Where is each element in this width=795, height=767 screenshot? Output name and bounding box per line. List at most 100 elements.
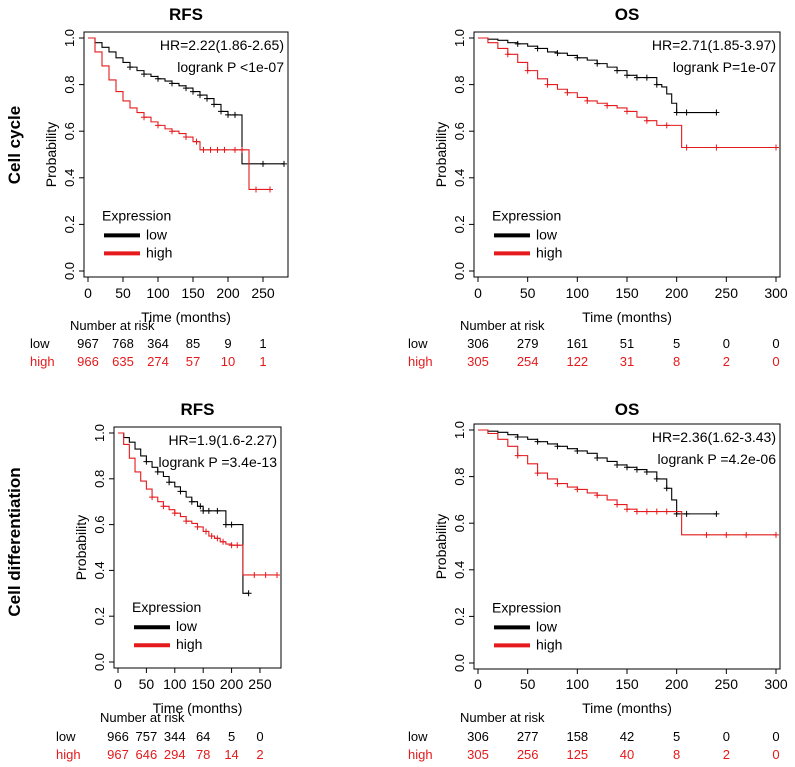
x-tick-label: 50 bbox=[139, 676, 155, 692]
x-tick-label: 150 bbox=[181, 285, 205, 301]
y-tick-label: 0.4 bbox=[452, 561, 467, 579]
y-tick-label: 0.8 bbox=[452, 76, 467, 94]
censor-mark-high bbox=[234, 542, 241, 549]
row-label-cell-cycle: Cell cycle bbox=[5, 106, 24, 184]
x-axis-label: Time (months) bbox=[141, 309, 231, 325]
risk-value-low: 768 bbox=[112, 336, 134, 351]
y-tick-label: 1.0 bbox=[92, 424, 107, 442]
series-line-low bbox=[88, 37, 284, 165]
censor-mark-high bbox=[155, 122, 161, 129]
censor-mark-low bbox=[614, 67, 621, 74]
hr-annotation: HR=2.22(1.86-2.65) bbox=[160, 37, 284, 53]
censor-mark-low bbox=[683, 109, 690, 116]
y-tick-label: 0.4 bbox=[62, 169, 77, 187]
censor-mark-low bbox=[633, 466, 640, 473]
risk-value-high: 78 bbox=[196, 747, 210, 762]
censor-mark-low bbox=[260, 160, 266, 167]
censor-mark-low bbox=[653, 475, 660, 482]
x-tick-label: 250 bbox=[715, 676, 739, 692]
risk-value-high: 2 bbox=[723, 747, 730, 762]
risk-row-label-low: low bbox=[408, 729, 428, 744]
censor-mark-low bbox=[653, 81, 660, 88]
censor-mark-high bbox=[624, 108, 630, 115]
censor-mark-high bbox=[653, 508, 660, 515]
risk-value-high: 0 bbox=[772, 354, 779, 369]
chart-title: RFS bbox=[169, 5, 203, 24]
risk-value-low: 966 bbox=[107, 729, 129, 744]
y-tick-label: 0.0 bbox=[452, 654, 467, 672]
y-tick-label: 1.0 bbox=[452, 29, 467, 47]
risk-value-low: 5 bbox=[673, 336, 680, 351]
censor-mark-low bbox=[643, 468, 650, 475]
risk-value-low: 0 bbox=[723, 729, 730, 744]
series-line-low bbox=[118, 432, 249, 594]
censor-mark-low bbox=[594, 454, 601, 461]
censor-mark-low bbox=[663, 485, 670, 492]
risk-table-header: Number at risk bbox=[460, 318, 545, 333]
risk-row-label-high: high bbox=[408, 354, 433, 369]
legend-label-low: low bbox=[536, 226, 558, 242]
legend-label-low: low bbox=[536, 618, 558, 634]
censor-mark-low bbox=[169, 80, 175, 87]
legend-label-high: high bbox=[536, 636, 562, 652]
y-tick-label: 0.2 bbox=[62, 215, 77, 233]
censor-mark-low bbox=[673, 109, 680, 116]
censor-mark-high bbox=[773, 144, 779, 151]
censor-mark-low bbox=[713, 510, 720, 517]
y-tick-label: 0.0 bbox=[62, 262, 77, 280]
chart-title: RFS bbox=[181, 400, 215, 419]
censor-mark-low bbox=[534, 45, 541, 52]
censor-mark-low bbox=[183, 85, 189, 92]
legend-label-high: high bbox=[146, 244, 172, 260]
censor-mark-high bbox=[253, 186, 259, 193]
hr-annotation: HR=2.36(1.62-3.43) bbox=[652, 429, 776, 445]
x-tick-label: 0 bbox=[114, 676, 122, 692]
censor-mark-low bbox=[245, 590, 252, 597]
censor-mark-high bbox=[149, 494, 156, 501]
censor-mark-low bbox=[624, 72, 630, 79]
logrank-annotation: logrank P =3.4e-13 bbox=[159, 454, 278, 470]
x-tick-label: 250 bbox=[248, 676, 272, 692]
risk-table-header: Number at risk bbox=[70, 318, 155, 333]
y-tick-label: 0.4 bbox=[92, 561, 107, 579]
x-tick-label: 150 bbox=[615, 676, 639, 692]
censor-mark-high bbox=[504, 51, 511, 58]
censor-mark-high bbox=[141, 114, 147, 121]
risk-value-high: 2 bbox=[256, 747, 263, 762]
censor-mark-low bbox=[205, 507, 212, 514]
x-axis-label: Time (months) bbox=[582, 700, 672, 716]
censor-mark-high bbox=[194, 523, 201, 530]
censor-mark-high bbox=[232, 146, 238, 153]
legend-title: Expression bbox=[492, 207, 561, 223]
censor-mark-low bbox=[554, 50, 561, 57]
risk-value-low: 306 bbox=[467, 336, 489, 351]
censor-mark-high bbox=[160, 503, 167, 510]
y-tick-label: 1.0 bbox=[452, 421, 467, 439]
x-tick-label: 150 bbox=[191, 676, 215, 692]
x-tick-label: 200 bbox=[665, 676, 689, 692]
risk-value-high: 294 bbox=[164, 747, 186, 762]
censor-mark-low bbox=[197, 503, 204, 510]
censor-mark-low bbox=[683, 510, 690, 517]
censor-mark-high bbox=[207, 146, 214, 153]
censor-mark-low bbox=[166, 479, 173, 486]
censor-mark-low bbox=[614, 461, 621, 468]
risk-value-low: 64 bbox=[196, 729, 210, 744]
x-tick-label: 200 bbox=[216, 285, 240, 301]
censor-mark-high bbox=[171, 510, 178, 517]
y-tick-label: 0.0 bbox=[92, 653, 107, 671]
censor-mark-low bbox=[633, 74, 640, 81]
censor-mark-high bbox=[713, 144, 720, 151]
y-tick-label: 0.2 bbox=[452, 215, 467, 233]
censor-mark-high bbox=[773, 531, 779, 538]
censor-mark-high bbox=[193, 138, 200, 145]
censor-mark-high bbox=[214, 146, 221, 153]
series-line-high bbox=[478, 429, 776, 536]
x-tick-label: 100 bbox=[146, 285, 170, 301]
censor-mark-low bbox=[574, 54, 581, 61]
legend-title: Expression bbox=[102, 207, 171, 223]
censor-mark-high bbox=[262, 571, 269, 578]
x-tick-label: 200 bbox=[220, 676, 244, 692]
